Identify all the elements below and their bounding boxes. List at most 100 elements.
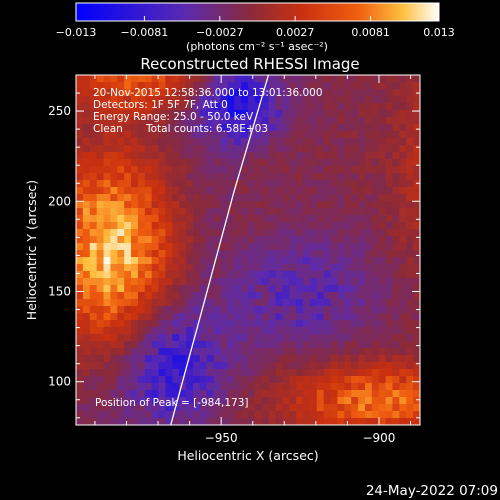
- heatmap-cell: [399, 194, 407, 202]
- heatmap-cell: [378, 208, 386, 216]
- heatmap-cell: [330, 138, 338, 146]
- heatmap-cell: [96, 397, 104, 405]
- heatmap-cell: [413, 124, 420, 132]
- heatmap-cell: [316, 334, 325, 342]
- heatmap-cell: [282, 180, 290, 188]
- heatmap-cell: [158, 292, 166, 300]
- heatmap-cell: [165, 320, 173, 328]
- heatmap-cell: [364, 243, 373, 251]
- heatmap-cell: [117, 215, 125, 223]
- heatmap-cell: [364, 222, 373, 230]
- heatmap-cell: [371, 411, 380, 419]
- heatmap-cell: [76, 376, 84, 384]
- heatmap-cell: [158, 320, 166, 328]
- heatmap-cell: [254, 327, 263, 335]
- heatmap-cell: [248, 145, 256, 153]
- heatmap-cell: [89, 320, 98, 328]
- heatmap-cell: [330, 152, 338, 160]
- heatmap-cell: [76, 313, 84, 321]
- heatmap-cell: [330, 194, 338, 202]
- heatmap-cell: [165, 397, 173, 405]
- heatmap-cell: [296, 236, 304, 244]
- heatmap-cell: [344, 208, 352, 216]
- heatmap-cell: [364, 334, 373, 342]
- heatmap-cell: [261, 145, 270, 153]
- heatmap-cell: [385, 173, 393, 181]
- heatmap-cell: [124, 327, 132, 335]
- heatmap-cell: [296, 292, 304, 300]
- heatmap-cell: [296, 117, 304, 125]
- heatmap-cell: [385, 355, 393, 363]
- heatmap-cell: [131, 383, 139, 391]
- heatmap-cell: [351, 397, 359, 405]
- heatmap-cell: [392, 180, 400, 188]
- heatmap-cell: [158, 334, 166, 342]
- heatmap-cell: [385, 103, 393, 111]
- heatmap-cell: [399, 257, 407, 265]
- heatmap-cell: [378, 236, 386, 244]
- heatmap-cell: [82, 138, 91, 146]
- heatmap-cell: [385, 320, 393, 328]
- heatmap-cell: [199, 341, 208, 349]
- heatmap-cell: [316, 271, 325, 279]
- heatmap-cell: [186, 348, 194, 356]
- heatmap-cell: [413, 348, 420, 356]
- heatmap-cell: [364, 397, 373, 405]
- heatmap-cell: [330, 418, 338, 425]
- heatmap-cell: [371, 222, 380, 230]
- heatmap-cell: [103, 124, 111, 132]
- peak-position-label: Position of Peak = [-984,173]: [95, 397, 249, 409]
- heatmap-cell: [172, 369, 180, 377]
- heatmap-cell: [220, 243, 228, 251]
- heatmap-cell: [213, 75, 221, 83]
- heatmap-cell: [234, 285, 242, 293]
- heatmap-cell: [96, 124, 104, 132]
- heatmap-cell: [392, 271, 400, 279]
- heatmap-cell: [179, 173, 187, 181]
- heatmap-cell: [309, 390, 318, 398]
- heatmap-cell: [241, 362, 249, 370]
- heatmap-cell: [131, 327, 139, 335]
- heatmap-cell: [144, 292, 153, 300]
- heatmap-cell: [165, 355, 173, 363]
- heatmap-cell: [296, 75, 304, 83]
- heatmap-cell: [241, 243, 249, 251]
- heatmap-cell: [227, 208, 235, 216]
- heatmap-cell: [179, 257, 187, 265]
- heatmap-cell: [186, 257, 194, 265]
- heatmap-cell: [96, 75, 104, 83]
- heatmap-cell: [351, 110, 359, 118]
- heatmap-cell: [268, 271, 276, 279]
- heatmap-cell: [303, 397, 311, 405]
- heatmap-cell: [268, 145, 276, 153]
- heatmap-cell: [124, 208, 132, 216]
- heatmap-cell: [364, 369, 373, 377]
- heatmap-cell: [110, 194, 118, 202]
- heatmap-cell: [199, 306, 208, 314]
- heatmap-cell: [137, 180, 146, 188]
- heatmap-cell: [296, 376, 304, 384]
- heatmap-cell: [337, 96, 345, 104]
- heatmap-cell: [137, 327, 146, 335]
- heatmap-cell: [110, 131, 118, 139]
- heatmap-cell: [337, 369, 345, 377]
- heatmap-cell: [364, 257, 373, 265]
- heatmap-cell: [296, 173, 304, 181]
- heatmap-cell: [337, 194, 345, 202]
- heatmap-cell: [172, 411, 180, 419]
- heatmap-cell: [344, 89, 352, 97]
- heatmap-cell: [144, 166, 153, 174]
- heatmap-cell: [282, 271, 290, 279]
- heatmap-cell: [103, 404, 111, 412]
- heatmap-cell: [309, 271, 318, 279]
- heatmap-cell: [378, 166, 386, 174]
- heatmap-cell: [158, 243, 166, 251]
- heatmap-cell: [351, 201, 359, 209]
- heatmap-cell: [248, 341, 256, 349]
- heatmap-cell: [103, 96, 111, 104]
- heatmap-cell: [89, 117, 98, 125]
- heatmap-cell: [309, 355, 318, 363]
- heatmap-cell: [144, 376, 153, 384]
- heatmap-cell: [89, 327, 98, 335]
